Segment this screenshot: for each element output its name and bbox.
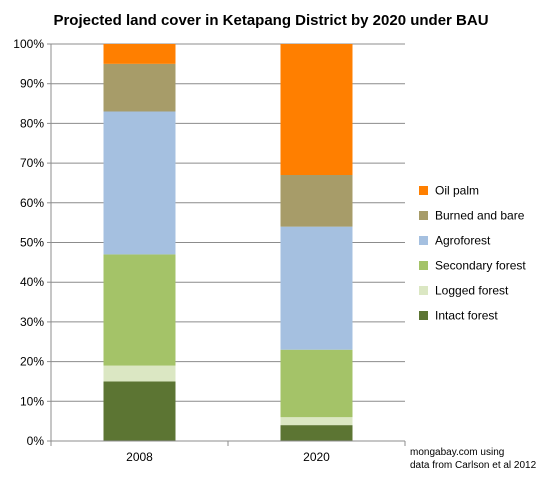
y-tick-label: 80% (20, 116, 44, 130)
legend-swatch-intact-forest (419, 311, 428, 320)
y-tick-label: 10% (20, 394, 44, 408)
y-tick-label: 100% (13, 37, 44, 51)
y-tick-label: 50% (20, 236, 44, 250)
bars (103, 44, 353, 441)
legend-swatch-oil-palm (419, 186, 428, 195)
bar-segment-intact-forest-2020 (280, 425, 353, 441)
y-tick-label: 40% (20, 275, 44, 289)
x-tick-label: 2020 (303, 450, 330, 464)
legend: Oil palm Burned and bare Agroforest Seconda… (419, 184, 526, 323)
bar-segment-logged-forest-2020 (280, 417, 353, 426)
legend-swatch-agroforest (419, 236, 428, 245)
bar-segment-burned-and-bare-2020 (280, 175, 353, 227)
legend-swatch-burned-and-bare (419, 211, 428, 220)
legend-label-burned-and-bare: Burned and bare (435, 209, 525, 223)
legend-label-logged-forest: Logged forest (435, 284, 509, 298)
legend-swatch-logged-forest (419, 286, 428, 295)
bar-segment-secondary-forest-2020 (280, 349, 353, 418)
y-tick-label: 30% (20, 315, 44, 329)
chart-title: Projected land cover in Ketapang Distric… (53, 12, 488, 29)
bar-segment-burned-and-bare-2008 (103, 63, 176, 112)
y-tick-label: 70% (20, 156, 44, 170)
legend-label-intact-forest: Intact forest (435, 309, 498, 323)
y-tick-label: 60% (20, 196, 44, 210)
bar-segment-oil-palm-2008 (103, 44, 176, 64)
bar-segment-secondary-forest-2008 (103, 254, 176, 366)
bar-segment-agroforest-2020 (280, 226, 353, 350)
y-tick-label: 90% (20, 77, 44, 91)
legend-label-secondary-forest: Secondary forest (435, 259, 526, 273)
x-tick-label: 2008 (126, 450, 153, 464)
legend-label-oil-palm: Oil palm (435, 184, 479, 198)
credit-line-1: mongabay.com using (410, 447, 504, 458)
legend-label-agroforest: Agroforest (435, 234, 491, 248)
bar-segment-oil-palm-2020 (280, 44, 353, 176)
bar-segment-logged-forest-2008 (103, 365, 176, 382)
y-tick-label: 20% (20, 355, 44, 369)
legend-swatch-secondary-forest (419, 261, 428, 270)
credit-line-2: data from Carlson et al 2012 (410, 460, 537, 471)
bar-segment-intact-forest-2008 (103, 381, 176, 441)
axes: 0% 10% 20% 30% 40% 50% 60% 70% 80% 90% 100% 2008 202… (13, 37, 406, 464)
y-tick-label: 0% (27, 434, 45, 448)
bar-segment-agroforest-2008 (103, 111, 176, 255)
